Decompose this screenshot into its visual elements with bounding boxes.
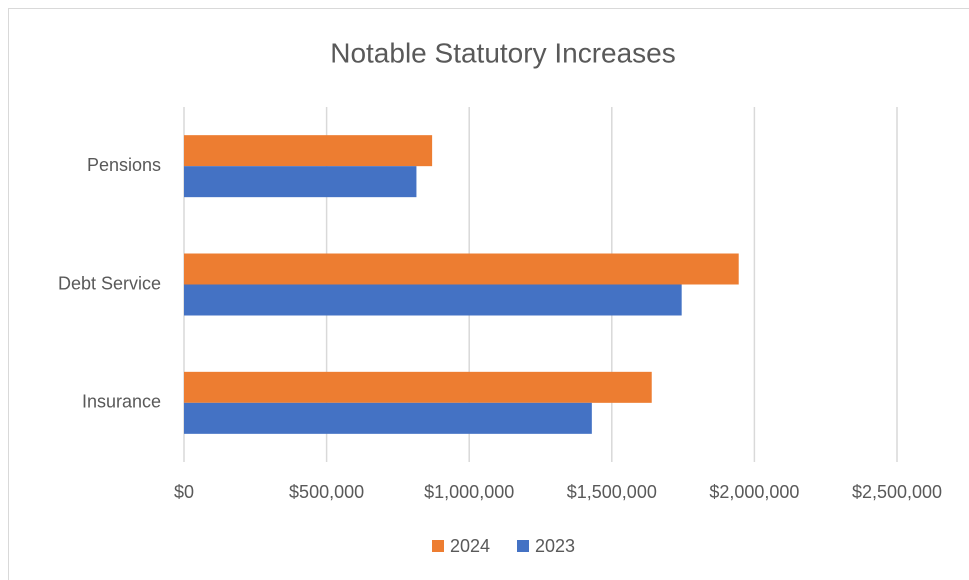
- legend-label: 2024: [450, 536, 490, 556]
- x-tick-label: $2,000,000: [709, 482, 799, 502]
- y-tick-label: Pensions: [87, 155, 161, 175]
- bar: [184, 166, 417, 198]
- legend-swatch: [432, 540, 444, 552]
- x-tick-label: $1,500,000: [567, 482, 657, 502]
- chart-title: Notable Statutory Increases: [330, 37, 676, 68]
- bar: [184, 371, 652, 403]
- bar: [184, 253, 739, 285]
- y-tick-label: Insurance: [82, 392, 161, 412]
- legend-swatch: [517, 540, 529, 552]
- y-tick-label: Debt Service: [58, 273, 161, 293]
- x-tick-label: $500,000: [289, 482, 364, 502]
- bar: [184, 402, 592, 434]
- x-tick-label: $2,500,000: [852, 482, 942, 502]
- bar: [184, 135, 433, 167]
- x-tick-label: $0: [174, 482, 194, 502]
- x-tick-label: $1,000,000: [424, 482, 514, 502]
- legend-label: 2023: [535, 536, 575, 556]
- bar: [184, 284, 682, 316]
